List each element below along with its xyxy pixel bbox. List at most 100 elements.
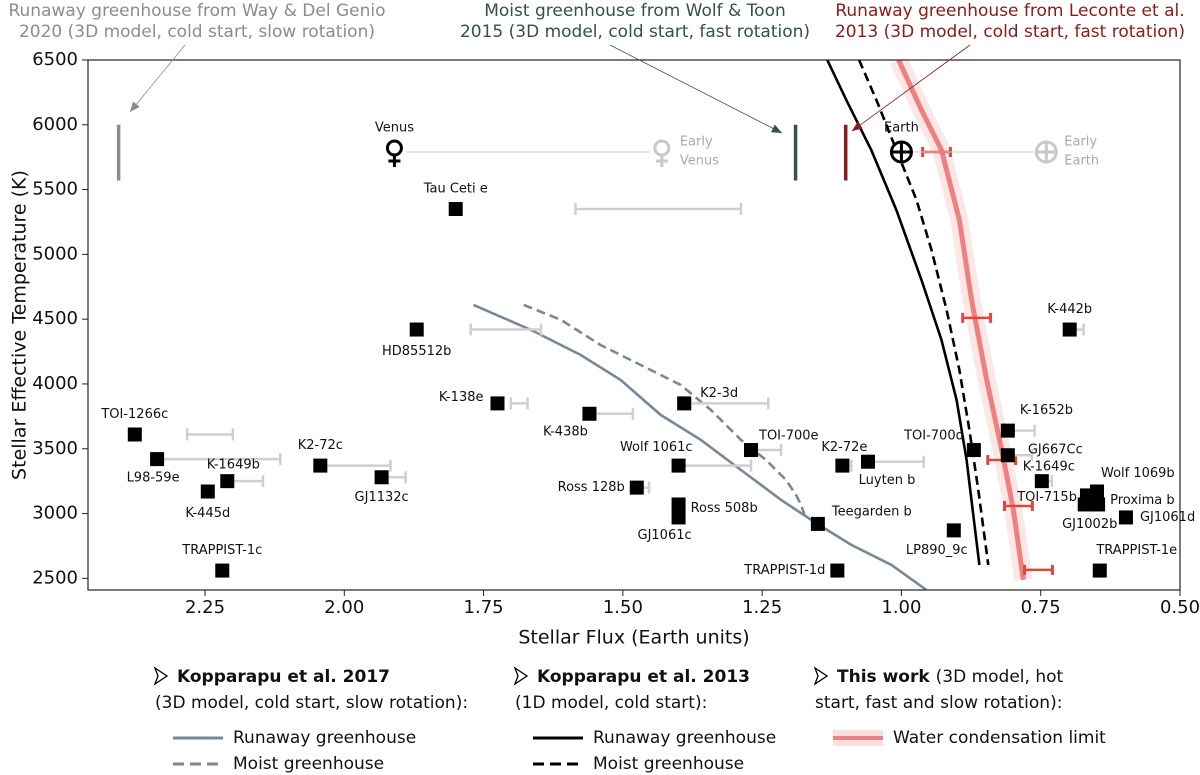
planet-label: TOI-715b [1016, 490, 1077, 505]
planet-label: TRAPPIST-1e [1095, 543, 1177, 558]
x-tick-label: 0.50 [1160, 597, 1200, 618]
annotation-text: Runaway greenhouse from Leconte et al. [835, 1, 1184, 21]
planet-marker [671, 510, 686, 525]
annotation-arrow [851, 44, 971, 132]
planet-label: K-442b [1047, 302, 1092, 317]
planet-label: K-1649b [207, 458, 260, 473]
planet-label: Ross 508b [691, 501, 758, 516]
early-venus [653, 139, 671, 168]
planet-marker [1000, 423, 1015, 438]
legend-group-title: This work [837, 667, 930, 687]
planet-label: Luyten b [859, 473, 916, 488]
planet-label: Tau Ceti e [423, 182, 488, 197]
venus-ring [385, 139, 403, 157]
planet-marker [215, 563, 230, 578]
planet-label: GJ1002b [1062, 517, 1117, 532]
planet-marker [220, 474, 235, 489]
legend-label: Runaway greenhouse [593, 728, 776, 748]
limit-curve [523, 303, 808, 521]
planet-marker [582, 406, 597, 421]
planet-label: TRAPPIST-1c [181, 543, 262, 558]
planet-label: TOI-700e [758, 429, 819, 444]
annotation-text: Runaway greenhouse from Way & Del Genio [8, 1, 385, 21]
planet-marker [1118, 510, 1133, 525]
plot-frame [87, 59, 1181, 591]
planet-marker [448, 202, 463, 217]
annotation-text: 2020 (3D model, cold start, slow rotatio… [19, 22, 375, 42]
planet-marker [374, 470, 389, 485]
y-tick-label: 3000 [32, 503, 78, 524]
planet-marker [1077, 497, 1092, 512]
legend-label: Moist greenhouse [593, 754, 744, 774]
y-tick-label: 2500 [32, 567, 78, 588]
early-earth [1034, 140, 1058, 164]
y-axis-label: Stellar Effective Temperature (K) [9, 170, 31, 480]
venus [385, 139, 403, 168]
planet-label: K-1649c [1023, 460, 1075, 475]
planet-label: K2-3d [700, 386, 738, 401]
planet-label: HD85512b [382, 344, 451, 359]
body-label: Venus [375, 121, 414, 136]
planet-label: Ross 128b [558, 480, 625, 495]
planet-label: Wolf 1061c [620, 440, 693, 455]
planet-marker [1034, 474, 1049, 489]
legend-label: Runaway greenhouse [233, 728, 416, 748]
x-tick-label: 1.75 [464, 597, 504, 618]
planet-marker [946, 523, 961, 538]
planet-marker [127, 427, 142, 442]
legend-group-subtitle: (3D model, cold start, slow rotation): [155, 693, 468, 713]
x-tick-label: 0.75 [1021, 597, 1061, 618]
annotation-arrow [609, 44, 783, 134]
legend-bullet [813, 666, 829, 686]
x-tick-label: 2.25 [185, 597, 225, 618]
planet-marker [966, 443, 981, 458]
legend-group-note: (3D model, hot [936, 667, 1064, 687]
plot-area [472, 60, 1054, 590]
annotation-text: 2013 (3D model, cold start, fast rotatio… [835, 22, 1185, 42]
planet-label: K-445d [185, 506, 230, 521]
annotation-text: 2015 (3D model, cold start, fast rotatio… [460, 22, 810, 42]
y-tick-label: 6500 [32, 49, 78, 70]
planet-label: Proxima b [1110, 493, 1175, 508]
x-tick-label: 2.00 [324, 597, 364, 618]
x-axis-label: Stellar Flux (Earth units) [518, 627, 749, 649]
planet-label: K-1652b [1020, 403, 1073, 418]
planet-marker [200, 484, 215, 499]
planet-marker [150, 452, 165, 467]
body-label: Early [1064, 135, 1097, 150]
planet-marker [861, 454, 875, 469]
planet-marker [629, 480, 644, 495]
planet-marker [744, 443, 758, 458]
planet-marker [671, 497, 686, 512]
condensation-line [896, 60, 1026, 581]
x-tick-label: 1.25 [742, 597, 782, 618]
planet-label: Teegarden b [831, 504, 912, 519]
x-tick-label: 1.50 [603, 597, 643, 618]
y-tick-label: 5500 [32, 179, 78, 200]
arrow-head [130, 101, 140, 112]
planet-label: GJ1061c [638, 528, 692, 543]
y-tick-label: 6000 [32, 114, 78, 135]
y-tick-label: 5000 [32, 243, 78, 264]
planet-label: TOI-1266c [100, 407, 168, 422]
planet-label: LP890_9c [906, 543, 968, 558]
legend-group-title: Kopparapu et al. 2013 [537, 667, 750, 687]
limit-curve [857, 60, 990, 566]
planet-label: TRAPPIST-1d [743, 563, 825, 578]
legend-group-subtitle: (1D model, cold start): [515, 693, 707, 713]
planet-label: L98-59e [127, 471, 180, 486]
arrow-head [852, 121, 863, 131]
planet-label: K-438b [543, 424, 588, 439]
earth [889, 140, 913, 164]
y-tick-label: 4000 [32, 373, 78, 394]
planet-marker [1062, 322, 1077, 337]
limit-curve [826, 60, 981, 566]
planet-label: Wolf 1069b [1101, 466, 1175, 481]
planet-marker [1000, 448, 1015, 463]
arrow-head [771, 124, 782, 133]
planet-label: GJ1132c [355, 490, 409, 505]
annotation-text: Moist greenhouse from Wolf & Toon [484, 1, 786, 21]
planet-marker [1091, 497, 1106, 512]
body-label: Venus [680, 154, 719, 169]
